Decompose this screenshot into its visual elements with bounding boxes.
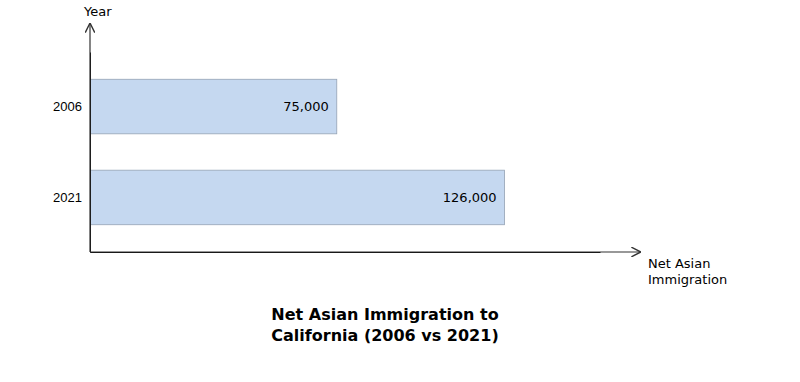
plot-area: 126,000 75,000 2021 2006 Year Net AsianImmigr…: [53, 4, 727, 287]
y-axis-label-line: Year: [83, 4, 112, 19]
chart: 126,000 75,000 2021 2006 Year Net AsianImmigr…: [0, 0, 800, 382]
data-labels: 126,000 75,000: [283, 99, 496, 205]
tick-label: 2006: [53, 99, 82, 114]
title-line: California (2006 vs 2021): [271, 326, 498, 345]
x-axis-arrow: [90, 251, 640, 252]
tick: 2021: [53, 190, 82, 205]
data-label: 75,000: [283, 99, 329, 114]
x-axis-label-line: Net Asian: [648, 256, 710, 271]
title: Net Asian Immigration to California (2006…: [271, 305, 498, 345]
tick: 2006: [53, 99, 82, 114]
x-axis-label-line: Immigration: [648, 272, 727, 287]
data-label: 126,000: [443, 190, 497, 205]
y-axis: 2021 2006: [53, 53, 90, 253]
title-line: Net Asian Immigration to: [271, 305, 498, 324]
bar: [90, 170, 505, 225]
tick-label: 2021: [53, 190, 82, 205]
bar: [90, 79, 337, 134]
x-axis-label: Net AsianImmigration: [648, 256, 727, 287]
y-axis-arrow: [89, 24, 90, 252]
bars: [90, 79, 505, 224]
y-axis-label: Year: [83, 4, 112, 19]
